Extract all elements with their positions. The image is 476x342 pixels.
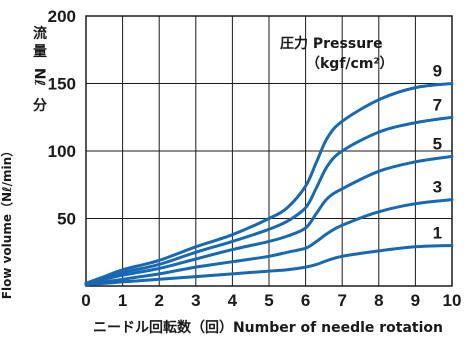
y-tick-label: 100 bbox=[48, 142, 76, 161]
x-tick-label: 10 bbox=[443, 291, 462, 310]
x-tick-label: 7 bbox=[337, 291, 346, 310]
y-label-jp-char: 分 bbox=[33, 98, 47, 114]
series-labels: 9 7 5 3 1 bbox=[433, 62, 442, 243]
series-label-9: 9 bbox=[433, 62, 442, 81]
y-tick-label: 200 bbox=[48, 7, 76, 26]
y-axis-label: Flow volume（Nℓ/min） bbox=[0, 145, 14, 299]
series-curve-3 bbox=[84, 198, 454, 287]
x-tick-label: 9 bbox=[411, 291, 420, 310]
legend-title: 圧力 Pressure bbox=[280, 35, 383, 52]
series-label-3: 3 bbox=[433, 178, 442, 197]
y-tick-labels: 50 100 150 200 bbox=[48, 7, 76, 229]
series-curves bbox=[84, 82, 454, 287]
series-label-7: 7 bbox=[433, 95, 442, 114]
x-tick-label: 6 bbox=[301, 291, 310, 310]
x-tick-label: 8 bbox=[374, 291, 383, 310]
y-label-jp-part: Nℓ bbox=[31, 68, 47, 86]
x-tick-labels: 0 1 2 3 4 5 6 7 8 9 10 bbox=[81, 291, 461, 310]
x-axis-label: ニードル回転数（回）Number of needle rotation bbox=[93, 319, 443, 336]
y-tick-label: 50 bbox=[57, 210, 76, 229]
series-label-1: 1 bbox=[433, 224, 442, 243]
legend-unit: （kgf/cm²） bbox=[306, 56, 394, 72]
x-tick-label: 5 bbox=[264, 291, 273, 310]
x-tick-label: 1 bbox=[118, 291, 127, 310]
series-curve-7 bbox=[84, 115, 454, 285]
x-tick-label: 4 bbox=[228, 291, 238, 310]
series-curve-1 bbox=[84, 244, 454, 287]
x-tick-label: 0 bbox=[81, 291, 90, 310]
series-curve-9 bbox=[84, 82, 454, 285]
x-tick-label: 2 bbox=[154, 291, 163, 310]
series-label-5: 5 bbox=[433, 134, 442, 153]
y-axis-label-jp: 流量 Nℓ 分 bbox=[31, 25, 47, 114]
y-tick-label: 150 bbox=[48, 75, 76, 94]
y-label-jp-char: 流 bbox=[33, 25, 47, 42]
y-label-jp-char: 量 bbox=[33, 44, 47, 60]
grid bbox=[86, 16, 452, 286]
plot-frame bbox=[85, 15, 453, 287]
series-curve-5 bbox=[84, 154, 454, 285]
x-tick-label: 3 bbox=[191, 291, 200, 310]
